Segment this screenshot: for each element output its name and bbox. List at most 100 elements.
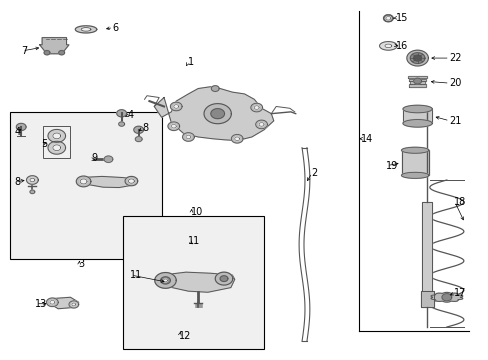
Polygon shape [53, 145, 61, 150]
Polygon shape [135, 136, 142, 141]
Polygon shape [104, 156, 113, 162]
Polygon shape [154, 87, 273, 140]
Polygon shape [182, 133, 194, 141]
Text: 5: 5 [41, 139, 47, 149]
Bar [10, 112, 161, 259]
Polygon shape [413, 78, 421, 84]
Polygon shape [69, 301, 79, 308]
Polygon shape [210, 109, 224, 119]
Polygon shape [47, 297, 79, 309]
Polygon shape [72, 303, 76, 306]
Polygon shape [59, 50, 64, 55]
Text: 13: 13 [35, 299, 47, 309]
Polygon shape [231, 134, 243, 143]
Polygon shape [76, 176, 91, 187]
Polygon shape [16, 123, 26, 131]
Polygon shape [30, 178, 35, 182]
Polygon shape [409, 81, 425, 84]
Polygon shape [402, 105, 431, 113]
Polygon shape [234, 137, 239, 140]
Polygon shape [402, 120, 431, 127]
Text: 7: 7 [21, 46, 27, 56]
Polygon shape [48, 130, 65, 142]
Polygon shape [161, 277, 170, 284]
Text: 19: 19 [385, 161, 397, 171]
Polygon shape [75, 26, 97, 33]
Polygon shape [379, 41, 396, 50]
Polygon shape [173, 105, 178, 108]
Polygon shape [170, 102, 182, 111]
Text: 6: 6 [113, 23, 119, 33]
Polygon shape [401, 147, 428, 153]
Text: 2: 2 [311, 168, 317, 178]
Polygon shape [134, 126, 143, 133]
Polygon shape [422, 202, 431, 291]
Polygon shape [26, 176, 38, 184]
Text: 21: 21 [448, 116, 461, 126]
Text: 9: 9 [91, 153, 97, 163]
Text: 12: 12 [178, 331, 191, 341]
Polygon shape [78, 176, 137, 188]
Polygon shape [40, 38, 69, 54]
Polygon shape [255, 120, 267, 129]
Polygon shape [171, 125, 176, 128]
Text: 17: 17 [453, 288, 466, 298]
Polygon shape [383, 15, 392, 22]
Polygon shape [413, 55, 421, 61]
Text: 8: 8 [14, 177, 20, 187]
Polygon shape [430, 292, 462, 302]
Bar [43, 126, 70, 158]
Polygon shape [401, 150, 428, 175]
Polygon shape [211, 86, 219, 91]
Text: 14: 14 [360, 134, 372, 144]
Text: 11: 11 [188, 236, 200, 246]
Polygon shape [384, 44, 391, 48]
Polygon shape [167, 122, 179, 131]
Text: 10: 10 [190, 207, 203, 217]
Polygon shape [215, 272, 232, 285]
Polygon shape [409, 53, 424, 63]
Polygon shape [401, 172, 428, 178]
Text: 3: 3 [79, 259, 84, 269]
Text: 16: 16 [395, 41, 407, 50]
Polygon shape [441, 294, 451, 301]
Text: 15: 15 [395, 13, 407, 23]
Polygon shape [408, 78, 426, 81]
Text: 4: 4 [127, 111, 133, 121]
Polygon shape [250, 103, 262, 112]
Text: 1: 1 [188, 57, 194, 67]
Polygon shape [44, 50, 50, 55]
Polygon shape [155, 273, 176, 288]
Polygon shape [259, 123, 264, 126]
Polygon shape [254, 106, 259, 109]
Polygon shape [46, 298, 58, 307]
Polygon shape [185, 135, 190, 139]
Polygon shape [128, 179, 134, 183]
Polygon shape [203, 104, 231, 124]
Text: 20: 20 [448, 78, 461, 88]
Polygon shape [81, 28, 91, 31]
Polygon shape [220, 276, 227, 282]
Polygon shape [125, 176, 138, 186]
Polygon shape [157, 272, 234, 292]
Text: 11: 11 [130, 270, 142, 280]
Text: 8: 8 [142, 123, 148, 133]
Polygon shape [117, 110, 126, 117]
Polygon shape [402, 109, 431, 123]
Polygon shape [408, 84, 425, 87]
Polygon shape [119, 122, 124, 126]
Polygon shape [407, 76, 427, 78]
Text: 22: 22 [448, 53, 461, 63]
Text: 18: 18 [453, 197, 466, 207]
Polygon shape [80, 179, 87, 184]
Polygon shape [420, 291, 433, 307]
Polygon shape [50, 301, 55, 304]
Polygon shape [30, 190, 35, 194]
Polygon shape [48, 141, 65, 154]
Bar [122, 216, 264, 348]
Text: 4: 4 [14, 127, 20, 136]
Polygon shape [163, 279, 167, 282]
Polygon shape [406, 50, 427, 66]
Polygon shape [385, 17, 390, 20]
Polygon shape [53, 133, 61, 139]
